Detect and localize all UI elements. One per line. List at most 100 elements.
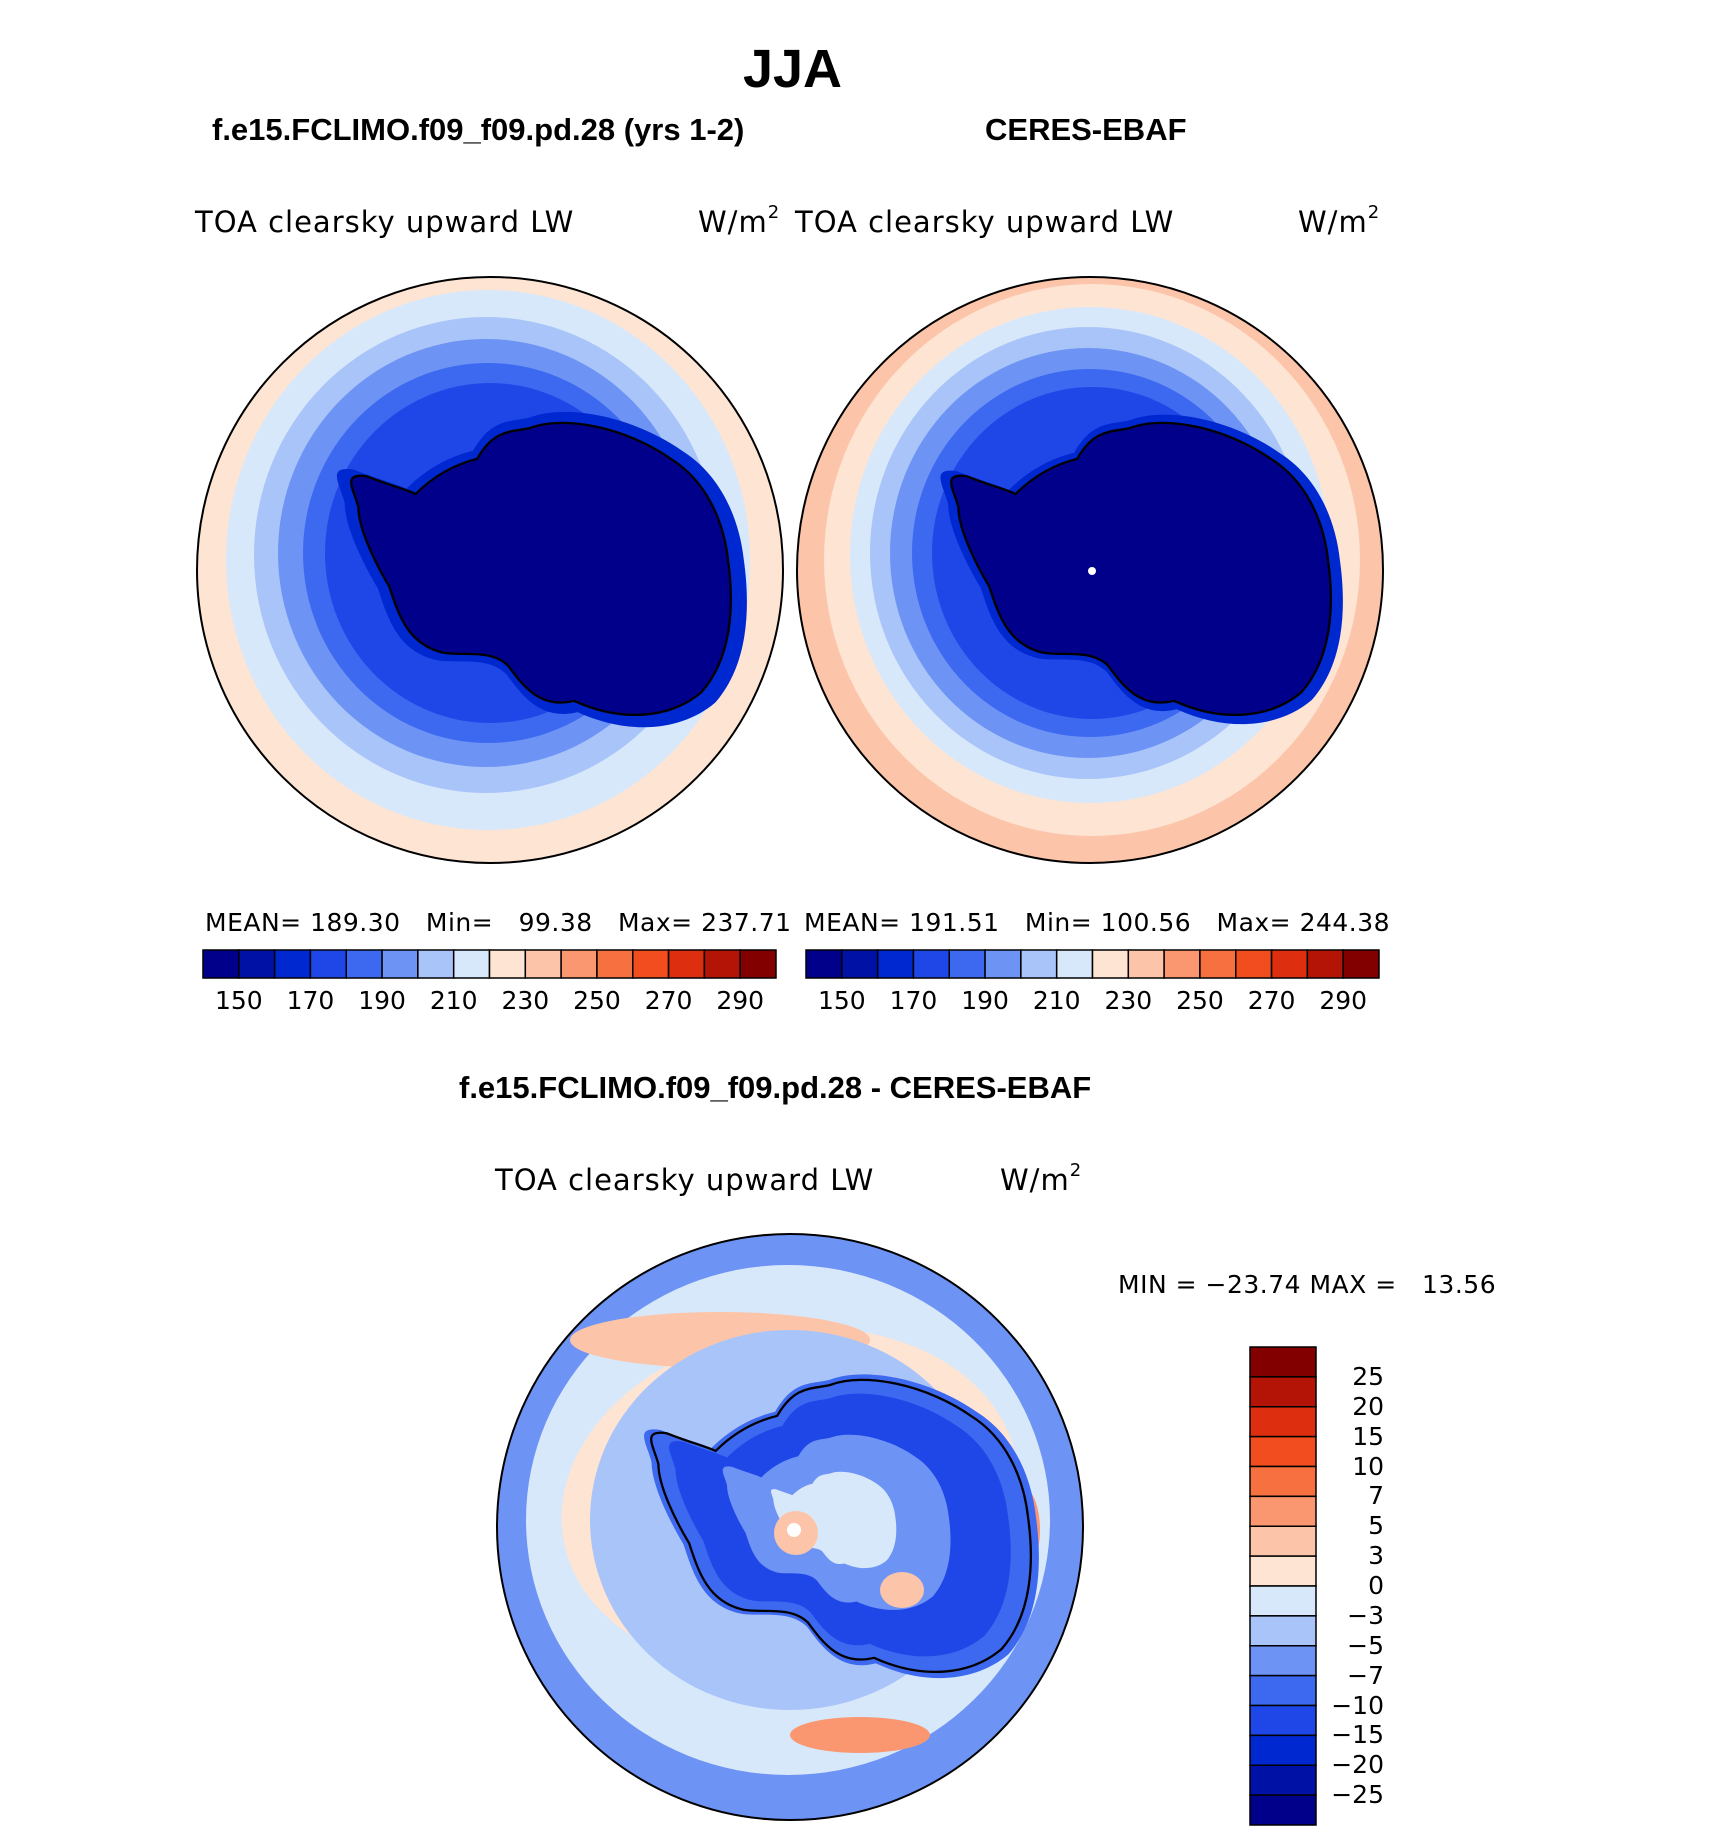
ceres-colorbar-swatch	[876, 949, 915, 979]
model-colorbar-swatch	[667, 949, 706, 979]
ceres-colorbar-swatch	[1306, 949, 1344, 979]
difference-colorbar-tick-label: −3	[1347, 1600, 1384, 1630]
model-colorbar-swatch	[381, 949, 419, 979]
difference-colorbar-swatch	[1249, 1525, 1317, 1557]
difference-minmax: MIN = −23.74 MAX = 13.56	[1118, 1270, 1497, 1299]
panel1-variable-label: TOA clearsky upward LW	[195, 205, 575, 239]
model-colorbar-swatch	[238, 949, 276, 979]
model-polar-map	[197, 277, 783, 863]
difference-colorbar-swatch	[1249, 1734, 1317, 1766]
difference-colorbar-swatch	[1249, 1794, 1317, 1826]
panel1-units: W/m2	[698, 202, 781, 239]
ceres-colorbar-swatch	[1270, 949, 1309, 979]
model-colorbar-swatch	[739, 949, 777, 979]
difference-colorbar-tick-label: 3	[1368, 1541, 1384, 1571]
difference-colorbar-swatch	[1249, 1495, 1317, 1527]
difference-colorbar-tick-label: −10	[1331, 1690, 1384, 1720]
ceres-polar-map	[797, 277, 1383, 863]
ceres-colorbar-tick-label: 290	[1319, 986, 1368, 1015]
ceres-colorbar-swatch	[1091, 949, 1130, 979]
difference-colorbar-swatch	[1249, 1346, 1317, 1378]
ceres-colorbar-tick-label: 210	[1032, 986, 1081, 1015]
ceres-colorbar-swatch	[1342, 949, 1380, 979]
ceres-colorbar-swatch	[948, 949, 986, 979]
model-colorbar-swatch	[524, 949, 562, 979]
difference-case-title: f.e15.FCLIMO.f09_f09.pd.28 - CERES-EBAF	[459, 1070, 1092, 1105]
ceres-colorbar-tick-label: 170	[889, 986, 938, 1015]
difference-colorbar-swatch	[1249, 1435, 1317, 1468]
panel2-variable-label: TOA clearsky upward LW	[795, 205, 1175, 239]
difference-colorbar-tick-label: −25	[1331, 1780, 1384, 1810]
model-colorbar-swatch	[452, 949, 491, 979]
difference-colorbar-tick-label: 0	[1368, 1571, 1384, 1600]
model-colorbar-tick-label: 190	[358, 986, 406, 1015]
panel1-case-title: f.e15.FCLIMO.f09_f09.pd.28 (yrs 1-2)	[212, 112, 745, 147]
difference-min: −23.74	[1205, 1270, 1302, 1299]
difference-max: 13.56	[1422, 1270, 1497, 1299]
ceres-colorbar-swatch	[1235, 949, 1273, 979]
model-colorbar	[202, 949, 777, 979]
panel1-mean: 189.30	[310, 908, 401, 937]
ceres-colorbar-swatch	[912, 949, 950, 979]
model-colorbar-tick-label: 270	[644, 986, 693, 1015]
ceres-colorbar-swatch	[1020, 949, 1058, 979]
panel2-max: 244.38	[1299, 908, 1391, 937]
difference-colorbar-tick-label: −15	[1331, 1720, 1384, 1750]
difference-colorbar-swatch	[1249, 1406, 1317, 1438]
model-colorbar-tick-label: 290	[716, 986, 765, 1015]
difference-colorbar-tick-label: 7	[1368, 1481, 1384, 1511]
difference-colorbar-tick-label: 5	[1368, 1511, 1384, 1541]
ceres-colorbar-tick-label: 190	[961, 986, 1009, 1015]
ceres-colorbar-swatch	[1055, 949, 1094, 979]
model-colorbar-swatch	[560, 949, 598, 979]
ceres-colorbar-tick-label: 230	[1104, 986, 1153, 1015]
panel1-stats: MEAN= 189.30 Min= 99.38 Max= 237.71	[205, 908, 792, 937]
difference-colorbar-swatch	[1249, 1704, 1317, 1737]
ceres-colorbar-swatch	[1163, 949, 1201, 979]
model-colorbar-swatch	[417, 949, 455, 979]
model-colorbar-tick-label: 170	[286, 986, 335, 1015]
ceres-colorbar-swatch	[1199, 949, 1237, 979]
panel2-units: W/m2	[1298, 202, 1381, 239]
difference-colorbar-swatch	[1249, 1585, 1317, 1617]
model-colorbar-tick-label: 230	[501, 986, 550, 1015]
difference-colorbar	[1249, 1346, 1317, 1826]
difference-units: W/m2	[1000, 1160, 1083, 1197]
difference-colorbar-tick-label: −20	[1331, 1750, 1384, 1780]
difference-variable-label: TOA clearsky upward LW	[495, 1163, 875, 1197]
panel2-mean: 191.51	[909, 908, 1000, 937]
difference-colorbar-swatch	[1249, 1645, 1317, 1677]
difference-colorbar-tick-label: 20	[1352, 1391, 1384, 1421]
difference-colorbar-swatch	[1249, 1555, 1317, 1587]
difference-colorbar-tick-label: 10	[1352, 1451, 1384, 1481]
panel2-min: 100.56	[1100, 908, 1192, 937]
difference-colorbar-tick-label: 25	[1352, 1361, 1384, 1391]
difference-colorbar-swatch	[1249, 1615, 1317, 1647]
model-colorbar-swatch	[273, 949, 312, 979]
ceres-colorbar-swatch	[805, 949, 843, 979]
ceres-colorbar-swatch	[841, 949, 879, 979]
difference-colorbar-tick-label: 15	[1352, 1421, 1384, 1451]
ceres-colorbar-tick-label: 270	[1247, 986, 1296, 1015]
model-colorbar-swatch	[309, 949, 347, 979]
difference-colorbar-swatch	[1249, 1376, 1317, 1408]
model-colorbar-swatch	[488, 949, 527, 979]
model-colorbar-tick-label: 150	[214, 986, 263, 1015]
model-colorbar-swatch	[632, 949, 670, 979]
model-colorbar-tick-label: 210	[429, 986, 478, 1015]
model-colorbar-swatch	[703, 949, 741, 979]
ceres-colorbar-tick-label: 250	[1176, 986, 1224, 1015]
ceres-colorbar	[805, 949, 1380, 979]
difference-colorbar-swatch	[1249, 1465, 1317, 1498]
difference-colorbar-swatch	[1249, 1674, 1317, 1707]
model-colorbar-swatch	[596, 949, 634, 979]
ceres-colorbar-swatch	[1127, 949, 1165, 979]
difference-colorbar-tick-label: −7	[1347, 1660, 1384, 1690]
model-colorbar-swatch	[345, 949, 383, 979]
ceres-colorbar-swatch	[984, 949, 1022, 979]
model-colorbar-tick-label: 250	[573, 986, 621, 1015]
panel2-stats: MEAN= 191.51 Min= 100.56 Max= 244.38	[804, 908, 1391, 937]
difference-colorbar-swatch	[1249, 1764, 1317, 1796]
panel1-max: 237.71	[701, 908, 792, 937]
